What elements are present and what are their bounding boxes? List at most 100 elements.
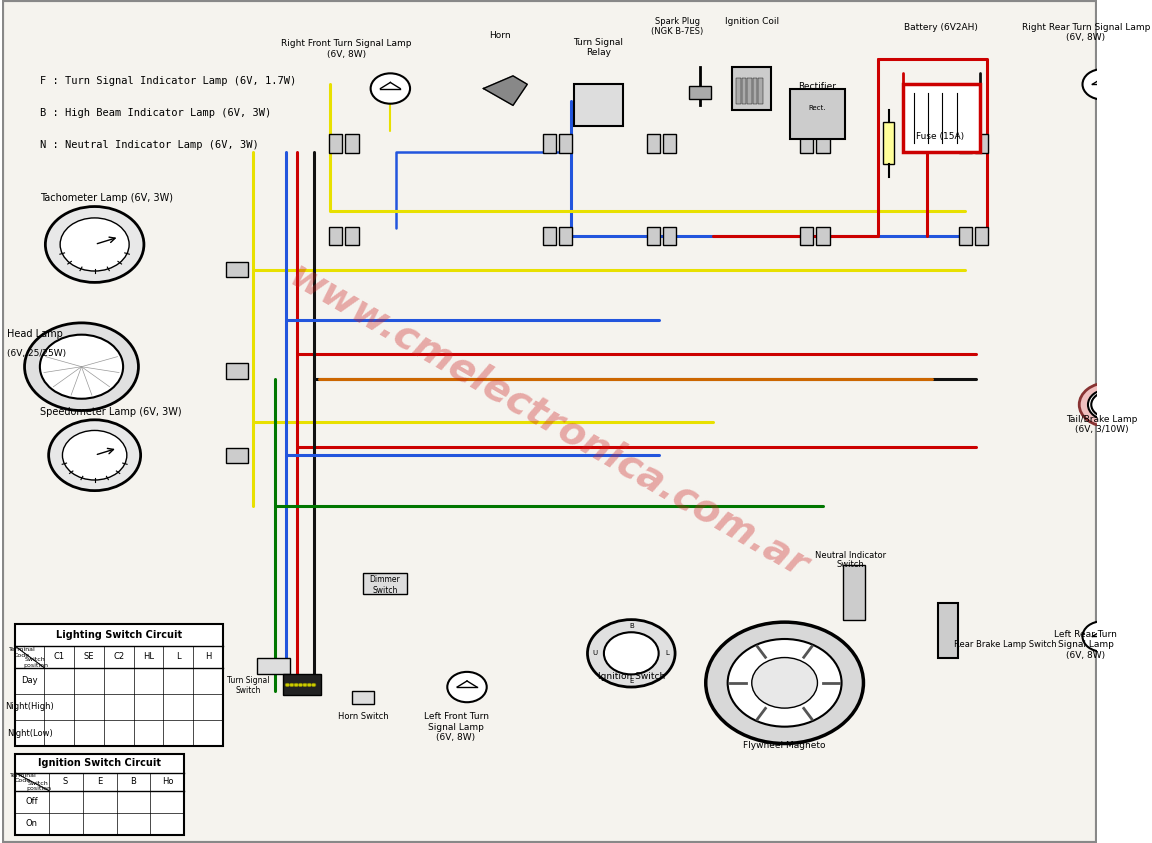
Text: L: L bbox=[176, 652, 181, 661]
Bar bbox=[646, 134, 660, 153]
Text: Turn Signal: Turn Signal bbox=[574, 38, 623, 46]
Text: Right Front Turn Signal Lamp: Right Front Turn Signal Lamp bbox=[281, 40, 411, 48]
Bar bbox=[646, 227, 660, 245]
Circle shape bbox=[126, 818, 142, 830]
Circle shape bbox=[82, 728, 97, 740]
Circle shape bbox=[1079, 383, 1136, 427]
Bar bbox=[664, 227, 676, 245]
Circle shape bbox=[141, 703, 157, 715]
Bar bbox=[346, 227, 358, 245]
Bar bbox=[817, 227, 829, 245]
Text: Switch
position: Switch position bbox=[26, 781, 51, 792]
Bar bbox=[958, 227, 972, 245]
Text: (6V, 8W): (6V, 8W) bbox=[327, 51, 366, 59]
Circle shape bbox=[298, 683, 303, 686]
Text: Tail/Brake Lamp: Tail/Brake Lamp bbox=[1067, 415, 1138, 423]
Circle shape bbox=[371, 73, 410, 104]
Text: Neutral Indicator: Neutral Indicator bbox=[814, 551, 886, 560]
Bar bbox=[748, 78, 752, 104]
Circle shape bbox=[40, 335, 123, 399]
Text: Terminal
Code: Terminal Code bbox=[9, 647, 36, 658]
Circle shape bbox=[45, 207, 144, 282]
Circle shape bbox=[111, 703, 127, 715]
Circle shape bbox=[170, 728, 185, 740]
Text: Rear Brake Lamp Switch: Rear Brake Lamp Switch bbox=[954, 641, 1058, 649]
Text: Spark Plug: Spark Plug bbox=[654, 17, 699, 25]
Text: Relay: Relay bbox=[586, 48, 611, 56]
Bar bbox=[842, 565, 864, 620]
Bar bbox=[903, 84, 979, 152]
Text: N : Neutral Indicator Lamp (6V, 3W): N : Neutral Indicator Lamp (6V, 3W) bbox=[40, 141, 259, 150]
Text: Turn Signal
Switch: Turn Signal Switch bbox=[227, 675, 270, 695]
Bar bbox=[346, 134, 358, 153]
Bar bbox=[559, 134, 573, 153]
Text: Tachometer Lamp (6V, 3W): Tachometer Lamp (6V, 3W) bbox=[40, 193, 173, 202]
Bar bbox=[799, 227, 813, 245]
Text: S: S bbox=[63, 777, 68, 786]
Text: B : High Beam Indicator Lamp (6V, 3W): B : High Beam Indicator Lamp (6V, 3W) bbox=[40, 109, 271, 118]
Bar bbox=[257, 658, 289, 674]
Circle shape bbox=[728, 639, 842, 727]
Circle shape bbox=[58, 796, 74, 808]
Text: H: H bbox=[205, 652, 211, 661]
Bar bbox=[976, 134, 988, 153]
Bar bbox=[958, 134, 972, 153]
Circle shape bbox=[447, 672, 486, 702]
Circle shape bbox=[311, 683, 316, 686]
Text: Dimmer
Switch: Dimmer Switch bbox=[370, 575, 400, 595]
Text: (6V, 3/10W): (6V, 3/10W) bbox=[1076, 425, 1129, 433]
Text: Speedometer Lamp (6V, 3W): Speedometer Lamp (6V, 3W) bbox=[40, 407, 182, 416]
Bar bbox=[226, 448, 248, 463]
Bar bbox=[799, 134, 813, 153]
Bar bbox=[226, 262, 248, 277]
Bar bbox=[976, 227, 988, 245]
Bar bbox=[543, 227, 555, 245]
Bar bbox=[353, 691, 374, 704]
Circle shape bbox=[706, 622, 864, 744]
Bar bbox=[363, 573, 407, 594]
Circle shape bbox=[1091, 392, 1124, 417]
Polygon shape bbox=[484, 76, 528, 105]
Circle shape bbox=[308, 683, 311, 686]
Circle shape bbox=[1083, 69, 1122, 99]
Circle shape bbox=[1083, 621, 1122, 652]
Bar bbox=[938, 603, 957, 658]
Bar bbox=[884, 122, 894, 164]
Bar bbox=[543, 134, 555, 153]
Text: Fuse (15A): Fuse (15A) bbox=[916, 132, 964, 141]
Text: (6V, 25/25W): (6V, 25/25W) bbox=[7, 349, 66, 357]
Bar bbox=[790, 89, 844, 139]
Text: Rect.: Rect. bbox=[809, 105, 826, 110]
Circle shape bbox=[92, 796, 107, 808]
Text: Night(High): Night(High) bbox=[5, 702, 54, 711]
Text: Lighting Switch Circuit: Lighting Switch Circuit bbox=[55, 630, 182, 640]
Bar bbox=[575, 84, 622, 126]
Circle shape bbox=[289, 683, 294, 686]
Text: (6V, 8W): (6V, 8W) bbox=[1067, 34, 1106, 42]
Bar bbox=[329, 134, 342, 153]
Circle shape bbox=[160, 818, 175, 830]
Bar bbox=[689, 86, 711, 99]
Circle shape bbox=[111, 728, 127, 740]
Circle shape bbox=[141, 728, 157, 740]
Text: Horn: Horn bbox=[490, 31, 510, 40]
Bar bbox=[732, 67, 772, 110]
Bar bbox=[817, 134, 829, 153]
Text: Left Front Turn
Signal Lamp
(6V, 8W): Left Front Turn Signal Lamp (6V, 8W) bbox=[424, 712, 488, 742]
Text: L: L bbox=[666, 650, 669, 657]
Text: F : Turn Signal Indicator Lamp (6V, 1.7W): F : Turn Signal Indicator Lamp (6V, 1.7W… bbox=[40, 77, 296, 86]
Text: Ignition Switch Circuit: Ignition Switch Circuit bbox=[38, 759, 161, 769]
Bar bbox=[664, 134, 676, 153]
Bar bbox=[329, 227, 342, 245]
Text: Horn Switch: Horn Switch bbox=[338, 712, 388, 721]
Text: Head Lamp: Head Lamp bbox=[7, 330, 63, 339]
Circle shape bbox=[52, 679, 67, 691]
Text: On: On bbox=[25, 819, 38, 828]
Text: Day: Day bbox=[21, 676, 38, 685]
Circle shape bbox=[60, 218, 129, 271]
Bar bbox=[15, 624, 222, 746]
Text: C2: C2 bbox=[113, 652, 124, 661]
Circle shape bbox=[294, 683, 298, 686]
Text: E: E bbox=[97, 777, 103, 786]
Bar bbox=[758, 78, 763, 104]
